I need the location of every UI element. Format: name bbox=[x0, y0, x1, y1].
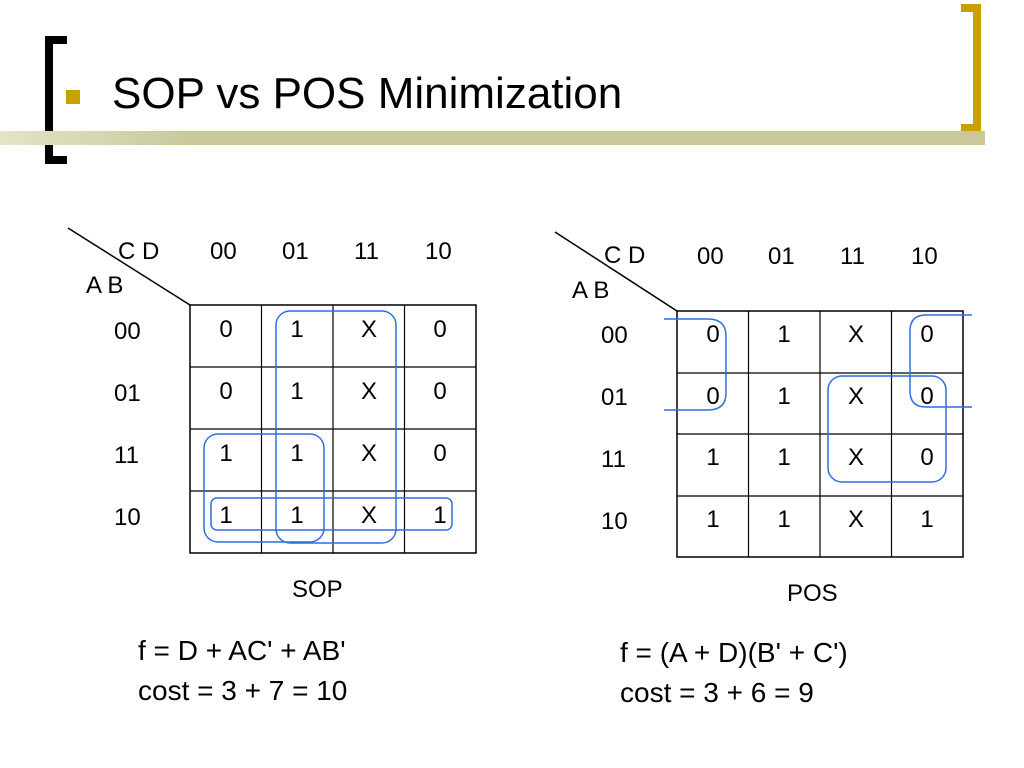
pos-cell: 1 bbox=[920, 506, 934, 533]
sop-cell: 0 bbox=[433, 440, 447, 467]
sop-cell: 1 bbox=[290, 502, 304, 529]
sop-col-header: 01 bbox=[282, 238, 309, 265]
sop-cell: 1 bbox=[290, 316, 304, 343]
sop-col-header: 10 bbox=[425, 238, 452, 265]
sop-col-header: 00 bbox=[210, 238, 237, 265]
sop-col-header: 11 bbox=[354, 238, 379, 265]
pos-col-header: 10 bbox=[911, 243, 938, 270]
pos-cell: 0 bbox=[920, 321, 934, 348]
sop-ab-label: A B bbox=[86, 272, 124, 299]
pos-loop-a-plus-d bbox=[664, 318, 727, 411]
title-underline-rule bbox=[0, 131, 985, 145]
sop-cell: 0 bbox=[219, 378, 233, 405]
pos-row-header: 01 bbox=[601, 384, 628, 411]
right-bracket bbox=[961, 4, 981, 132]
pos-cell: X bbox=[847, 321, 864, 348]
pos-loop-b-plus-c bbox=[827, 375, 947, 483]
pos-col-header: 00 bbox=[697, 243, 724, 270]
sop-row-header: 01 bbox=[114, 380, 141, 407]
pos-cell: 1 bbox=[706, 506, 720, 533]
pos-col-header: 11 bbox=[840, 243, 865, 270]
pos-col-header: 01 bbox=[768, 243, 795, 270]
pos-cell: X bbox=[847, 444, 864, 471]
sop-cell: 0 bbox=[433, 378, 447, 405]
sop-cell: 1 bbox=[290, 378, 304, 405]
sop-loop-ac bbox=[203, 433, 325, 543]
sop-cell: X bbox=[360, 440, 377, 467]
sop-cell: X bbox=[360, 378, 377, 405]
pos-row-header: 11 bbox=[601, 446, 626, 473]
sop-caption: SOP bbox=[292, 576, 343, 603]
sop-cell: 0 bbox=[433, 316, 447, 343]
sop-formula: f = D + AC' + AB' bbox=[138, 635, 346, 666]
sop-cell: 1 bbox=[219, 440, 233, 467]
pos-cell: X bbox=[847, 383, 864, 410]
pos-cell: 1 bbox=[706, 444, 720, 471]
sop-cell: 1 bbox=[290, 440, 304, 467]
sop-row-header: 11 bbox=[114, 442, 139, 469]
sop-cell: 1 bbox=[219, 502, 233, 529]
pos-cell: 1 bbox=[777, 506, 791, 533]
pos-cell: 1 bbox=[777, 444, 791, 471]
pos-cell: 0 bbox=[706, 383, 720, 410]
sop-row-header: 00 bbox=[114, 318, 141, 345]
sop-cell: 1 bbox=[433, 502, 447, 529]
pos-cell: 1 bbox=[777, 321, 791, 348]
sop-cell: X bbox=[360, 502, 377, 529]
sop-cell: X bbox=[360, 316, 377, 343]
pos-diagonal-line bbox=[554, 231, 678, 312]
pos-row-header: 00 bbox=[601, 322, 628, 349]
pos-cell: 0 bbox=[706, 321, 720, 348]
slide-title: SOP vs POS Minimization bbox=[112, 69, 623, 118]
sop-cost: cost = 3 + 7 = 10 bbox=[138, 675, 348, 706]
left-bracket bbox=[45, 36, 67, 164]
pos-formula: f = (A + D)(B' + C') bbox=[620, 637, 848, 668]
pos-loop-c bbox=[909, 314, 972, 408]
sop-row-header: 10 bbox=[114, 504, 141, 531]
sop-diagonal-line bbox=[67, 227, 191, 306]
pos-cell: 0 bbox=[920, 444, 934, 471]
pos-caption: POS bbox=[787, 580, 838, 607]
title-bullet-icon bbox=[66, 90, 80, 104]
sop-cd-label: C D bbox=[118, 238, 160, 265]
pos-cell: 0 bbox=[920, 383, 934, 410]
pos-cost: cost = 3 + 6 = 9 bbox=[620, 677, 814, 708]
pos-row-header: 10 bbox=[601, 508, 628, 535]
sop-loop-ab bbox=[210, 497, 453, 531]
pos-ab-label: A B bbox=[572, 277, 610, 304]
pos-cell: X bbox=[847, 506, 864, 533]
sop-loop-d bbox=[275, 310, 397, 544]
pos-cell: 1 bbox=[777, 383, 791, 410]
sop-cell: 0 bbox=[219, 316, 233, 343]
pos-cd-label: C D bbox=[604, 242, 646, 269]
